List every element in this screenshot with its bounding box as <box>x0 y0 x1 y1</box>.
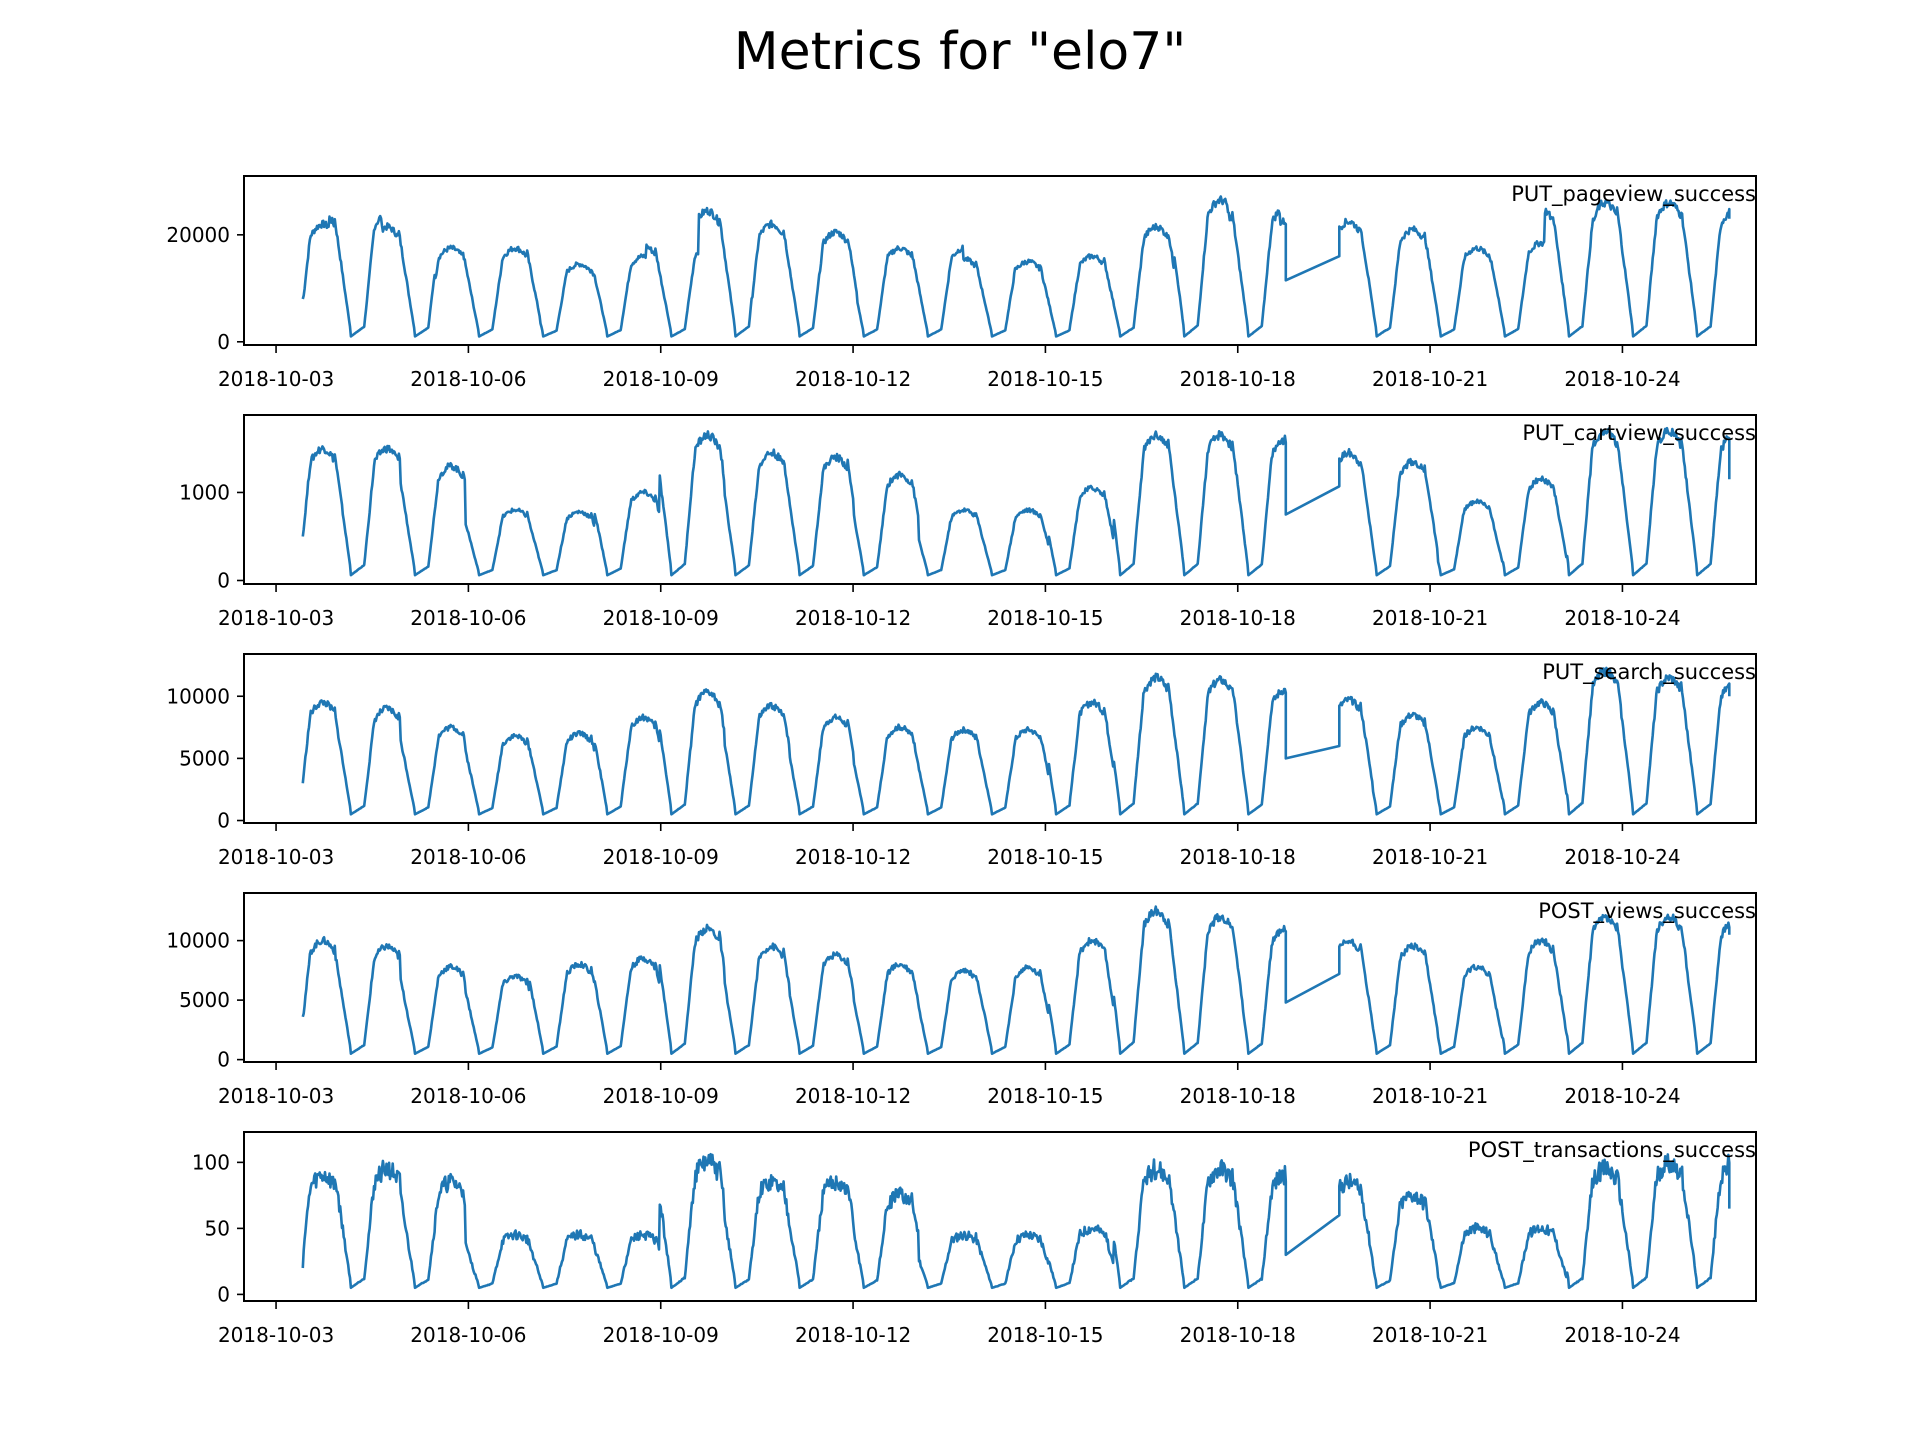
x-tick-label: 2018-10-15 <box>987 367 1103 391</box>
axes-frame <box>243 414 1757 585</box>
y-tick-label: 0 <box>217 568 230 592</box>
panel-label: POST_views_success <box>1538 899 1756 924</box>
x-tick-label: 2018-10-18 <box>1180 606 1296 630</box>
panel-POST_views_success: 0 5000 10000 2018-10-03 2018-10-06 2018-10-09… <box>166 892 1757 1108</box>
panel-label: PUT_search_success <box>1542 660 1756 685</box>
axes-frame <box>243 175 1757 346</box>
y-tick-label: 10000 <box>166 929 230 953</box>
x-tick-label: 2018-10-06 <box>410 1084 526 1108</box>
panel-POST_transactions_success: 0 50 100 2018-10-03 2018-10-06 2018-10-09 2018… <box>192 1131 1757 1347</box>
x-tick-label: 2018-10-12 <box>795 606 911 630</box>
x-tick-label: 2018-10-12 <box>795 367 911 391</box>
y-tick-label: 20000 <box>166 223 230 247</box>
y-tick-label: 5000 <box>179 988 230 1012</box>
series-line-POST_views_success <box>301 905 1731 1055</box>
axes-frame <box>243 892 1757 1063</box>
x-tick-label: 2018-10-12 <box>795 845 911 869</box>
x-tick-label: 2018-10-09 <box>603 606 719 630</box>
x-tick-label: 2018-10-06 <box>410 1323 526 1347</box>
x-tick-label: 2018-10-21 <box>1372 606 1488 630</box>
y-tick-label: 0 <box>217 1048 230 1072</box>
x-tick-label: 2018-10-21 <box>1372 1323 1488 1347</box>
x-tick-label: 2018-10-06 <box>410 367 526 391</box>
x-tick-label: 2018-10-15 <box>987 845 1103 869</box>
y-tick-label: 5000 <box>179 746 230 770</box>
x-tick-label: 2018-10-09 <box>603 367 719 391</box>
chart-title: Metrics for "elo7" <box>733 22 1187 82</box>
x-tick-label: 2018-10-24 <box>1564 845 1680 869</box>
panel-PUT_search_success: 0 5000 10000 2018-10-03 2018-10-06 2018-10-09… <box>166 653 1757 869</box>
series-line-PUT_pageview_success <box>301 195 1731 338</box>
axes-frame <box>243 653 1757 824</box>
x-tick-label: 2018-10-03 <box>218 845 334 869</box>
x-tick-label: 2018-10-09 <box>603 1084 719 1108</box>
x-tick-label: 2018-10-18 <box>1180 1084 1296 1108</box>
x-tick-label: 2018-10-09 <box>603 845 719 869</box>
x-tick-label: 2018-10-03 <box>218 367 334 391</box>
x-tick-label: 2018-10-21 <box>1372 367 1488 391</box>
panel-PUT_pageview_success: 0 20000 2018-10-03 2018-10-06 2018-10-09 2018… <box>166 175 1757 391</box>
x-tick-label: 2018-10-15 <box>987 1084 1103 1108</box>
axes-frame <box>243 1131 1757 1302</box>
x-tick-label: 2018-10-18 <box>1180 1323 1296 1347</box>
x-tick-label: 2018-10-24 <box>1564 1084 1680 1108</box>
y-tick-label: 100 <box>192 1150 230 1174</box>
x-tick-label: 2018-10-03 <box>218 1323 334 1347</box>
x-tick-label: 2018-10-21 <box>1372 1084 1488 1108</box>
x-tick-label: 2018-10-06 <box>410 606 526 630</box>
x-tick-label: 2018-10-12 <box>795 1084 911 1108</box>
x-tick-label: 2018-10-09 <box>603 1323 719 1347</box>
x-tick-label: 2018-10-24 <box>1564 606 1680 630</box>
series-line-PUT_cartview_success <box>301 426 1731 577</box>
x-tick-label: 2018-10-21 <box>1372 845 1488 869</box>
panel-label: PUT_cartview_success <box>1522 421 1756 446</box>
x-tick-label: 2018-10-12 <box>795 1323 911 1347</box>
series-line-POST_transactions_success <box>301 1152 1731 1290</box>
panel-label: POST_transactions_success <box>1468 1138 1756 1163</box>
x-tick-label: 2018-10-18 <box>1180 367 1296 391</box>
x-tick-label: 2018-10-03 <box>218 1084 334 1108</box>
x-tick-label: 2018-10-18 <box>1180 845 1296 869</box>
series-line-PUT_search_success <box>301 666 1731 816</box>
panel-label: PUT_pageview_success <box>1511 182 1756 207</box>
x-tick-label: 2018-10-15 <box>987 1323 1103 1347</box>
y-tick-label: 0 <box>217 330 230 354</box>
panel-PUT_cartview_success: 0 1000 2018-10-03 2018-10-06 2018-10-09 2018-… <box>179 414 1757 630</box>
x-tick-label: 2018-10-24 <box>1564 1323 1680 1347</box>
x-tick-label: 2018-10-06 <box>410 845 526 869</box>
x-tick-label: 2018-10-24 <box>1564 367 1680 391</box>
x-tick-label: 2018-10-15 <box>987 606 1103 630</box>
x-tick-label: 2018-10-03 <box>218 606 334 630</box>
y-tick-label: 0 <box>217 1282 230 1306</box>
y-tick-label: 10000 <box>166 684 230 708</box>
y-tick-label: 0 <box>217 809 230 833</box>
y-tick-label: 1000 <box>179 480 230 504</box>
y-tick-label: 50 <box>205 1216 230 1240</box>
